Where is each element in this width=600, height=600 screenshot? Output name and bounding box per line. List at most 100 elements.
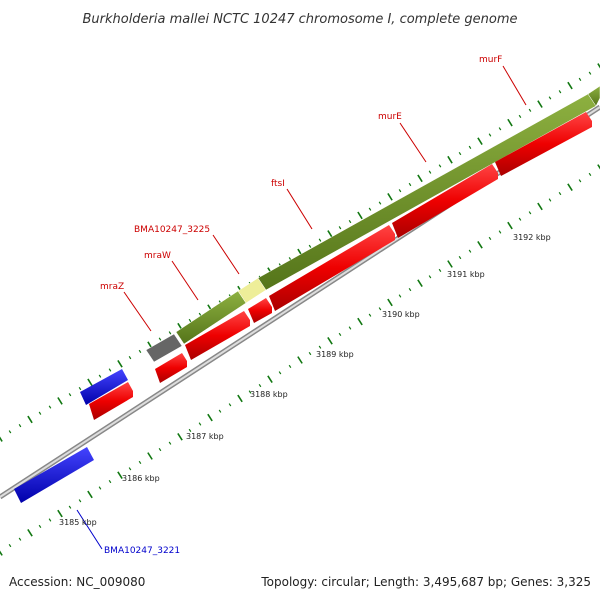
outer-tick (78, 386, 82, 391)
inner-tick (237, 394, 243, 403)
inner-tick (158, 448, 162, 452)
outer-tick (338, 226, 342, 230)
inner-tick (398, 294, 402, 298)
inner-tick (528, 211, 532, 215)
kbp-label-3191: 3191 kbp (447, 270, 485, 279)
outer-tick (458, 151, 462, 156)
inner-tick (537, 202, 543, 211)
inner-tick (138, 460, 142, 464)
accession-text: Accession: NC_009080 (9, 575, 145, 589)
outer-tick (188, 318, 192, 323)
inner-tick (117, 471, 123, 480)
inner-tick-marks (0, 164, 600, 556)
outer-tick (308, 244, 312, 248)
inner-tick (38, 524, 42, 528)
outer-tick (57, 397, 63, 405)
inner-tick (278, 371, 282, 375)
gene-label-connectors (76, 65, 527, 550)
inner-tick (597, 164, 600, 170)
inner-tick (318, 345, 322, 349)
inner-tick (578, 179, 582, 183)
inner-tick (417, 279, 423, 288)
outer-tick (348, 219, 352, 224)
inner-tick (428, 275, 432, 279)
inner-tick (57, 509, 63, 518)
kbp-label-3188: 3188 kbp (250, 390, 288, 399)
kbp-label-3186: 3186 kbp (122, 474, 160, 483)
inner-tick (207, 413, 213, 422)
outer-tick (368, 207, 372, 211)
outer-tick (158, 337, 162, 341)
inner-tick (408, 288, 412, 292)
inner-tick (348, 326, 352, 330)
outer-tick (528, 108, 532, 112)
inner-tick (168, 441, 172, 445)
outer-tick (438, 164, 442, 168)
inner-tick (368, 313, 372, 317)
gene-feature-ftsI (257, 93, 597, 291)
outer-tick (408, 182, 412, 187)
inner-tick (68, 505, 72, 509)
inner-tick (558, 192, 562, 196)
inner-tick (177, 432, 183, 441)
outer-tick (108, 368, 112, 372)
outer-tick (417, 174, 423, 183)
inner-tick (548, 198, 552, 202)
gene-track-forward (145, 85, 600, 363)
kbp-label-3189: 3189 kbp (316, 350, 354, 359)
outer-tick (48, 405, 52, 409)
gene-label-BMA10247_3225: BMA10247_3225 (134, 225, 210, 235)
inner-tick (258, 384, 262, 388)
inner-tick (338, 332, 342, 336)
outer-tick (327, 230, 333, 238)
cds-track (89, 112, 592, 420)
outer-tick (468, 145, 472, 149)
outer-tick (38, 411, 42, 415)
outer-tick (27, 415, 33, 424)
inner-tick (108, 480, 112, 484)
inner-tick (228, 403, 232, 407)
outer-tick (488, 133, 492, 137)
cds-feature-3 (248, 298, 272, 323)
gene-track-reverse (14, 369, 128, 503)
kbp-label-3187: 3187 kbp (186, 432, 224, 441)
outer-tick (128, 356, 132, 360)
inner-tick (387, 298, 393, 307)
inner-tick (477, 240, 483, 249)
outer-tick (0, 436, 3, 442)
outer-tick (567, 81, 573, 90)
outer-tick (68, 393, 72, 397)
outer-tick-marks (0, 63, 600, 442)
outer-tick (198, 312, 202, 316)
inner-tick (488, 236, 492, 240)
outer-tick (518, 114, 522, 119)
gene-label-murF: murF (479, 55, 502, 65)
inner-tick (567, 183, 573, 192)
outer-tick (578, 77, 582, 81)
cds-feature-6 (495, 112, 592, 176)
gene-label-ftsI: ftsI (271, 179, 285, 189)
outer-tick (288, 257, 292, 261)
inner-tick (308, 352, 312, 356)
inner-tick (48, 518, 52, 522)
inner-tick (27, 528, 33, 537)
inner-tick (0, 550, 3, 556)
inner-tick (8, 544, 12, 548)
outer-tick (498, 127, 502, 131)
inner-tick (468, 249, 472, 253)
inner-tick (267, 375, 273, 384)
kbp-labels: 3185 kbp 3186 kbp 3187 kbp 3188 kbp 3189… (59, 233, 551, 527)
outer-tick (558, 90, 562, 94)
outer-tick (588, 71, 592, 75)
inner-tick (518, 217, 522, 221)
inner-tick (198, 422, 202, 426)
inner-tick (288, 364, 292, 368)
inner-tick (378, 307, 382, 311)
cds-feature-5 (392, 164, 498, 238)
kbp-label-3190: 3190 kbp (382, 310, 420, 319)
inner-tick (18, 537, 22, 541)
inner-tick (98, 486, 102, 490)
inner-tick (498, 230, 502, 234)
inner-tick (248, 390, 252, 394)
